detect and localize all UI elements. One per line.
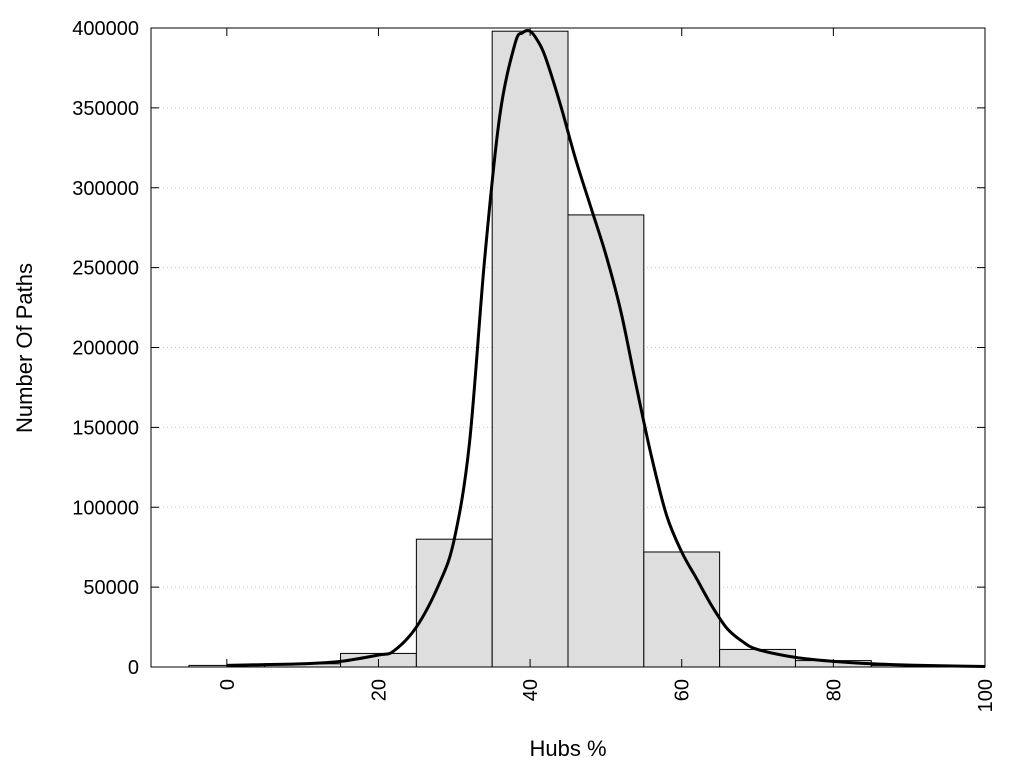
x-tick-label-2: 40: [520, 679, 542, 701]
y-tick-label-0: 0: [128, 657, 139, 679]
y-tick-label-1: 50000: [83, 577, 139, 599]
y-tick-label-5: 250000: [72, 258, 139, 280]
bar-4: [491, 30, 569, 668]
x-axis-label: Hubs %: [529, 736, 606, 761]
x-tick-label-4: 80: [823, 679, 845, 701]
y-tick-label-8: 400000: [72, 18, 139, 40]
density-curve: [226, 29, 986, 669]
x-tick-label-3: 60: [672, 679, 694, 701]
y-tick-label-2: 100000: [72, 497, 139, 519]
bar-7: [719, 648, 796, 668]
bar-5: [567, 214, 645, 668]
x-axis-ticks: 0 20 40 60 80 100: [217, 28, 997, 712]
bar-6: [643, 551, 721, 668]
y-tick-label-7: 350000: [72, 98, 139, 120]
y-tick-label-3: 150000: [72, 417, 139, 439]
x-tick-label-1: 20: [368, 679, 390, 701]
y-tick-label-6: 300000: [72, 178, 139, 200]
histogram-bars: [188, 30, 948, 668]
y-axis-label: Number Of Paths: [12, 263, 37, 433]
x-tick-label-0: 0: [217, 679, 239, 690]
y-tick-label-4: 200000: [72, 338, 139, 360]
x-tick-label-5: 100: [975, 679, 997, 712]
density-curve-line: [226, 29, 986, 669]
bar-3: [415, 538, 493, 668]
y-axis-ticks: 0 50000 100000 150000 200000 250000 300000 3500…: [72, 18, 985, 679]
